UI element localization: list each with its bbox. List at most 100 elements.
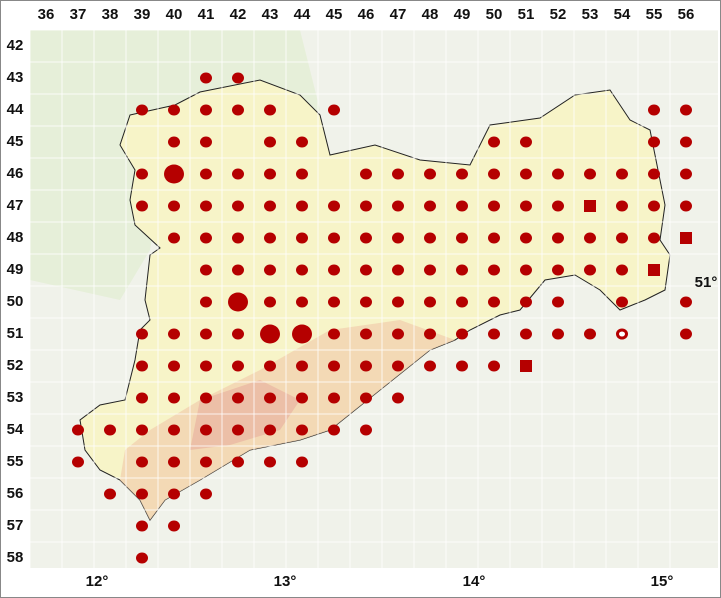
grid (29, 29, 718, 568)
record-dot (392, 328, 404, 340)
column-label: 43 (262, 6, 279, 23)
record-dot (232, 456, 244, 468)
labels: 36 37 38 39 40 41 42 43 44 45 46 47 48 49 50 51 52 53 54 55… (7, 6, 718, 590)
record-dot (264, 424, 276, 436)
row-label: 52 (7, 357, 24, 374)
record-dot (200, 136, 212, 148)
row-label: 56 (7, 485, 24, 502)
record-dot (296, 392, 308, 404)
record-dot (456, 360, 468, 372)
record-dot (200, 168, 212, 180)
record-dot (200, 200, 212, 212)
column-label: 38 (102, 6, 119, 23)
record-dot (328, 200, 340, 212)
record-dot (136, 360, 148, 372)
latitude-label: 51° (695, 274, 718, 291)
longitude-label: 14° (463, 573, 486, 590)
record-dot (552, 264, 564, 276)
record-dot (296, 136, 308, 148)
row-label: 54 (7, 421, 24, 438)
record-dot (296, 424, 308, 436)
longitude-label: 12° (86, 573, 109, 590)
column-label: 45 (326, 6, 343, 23)
record-dot (648, 104, 660, 116)
column-label: 56 (678, 6, 695, 23)
record-dot (456, 168, 468, 180)
record-dot (552, 168, 564, 180)
record-square (520, 360, 532, 372)
record-dot (360, 328, 372, 340)
record-dot (680, 136, 692, 148)
records (72, 72, 692, 564)
record-dot (488, 136, 500, 148)
record-dot (328, 104, 340, 116)
record-dot (168, 200, 180, 212)
record-dot (200, 360, 212, 372)
record-square (648, 264, 660, 276)
record-dot (328, 360, 340, 372)
record-dot (520, 328, 532, 340)
record-dot-large (260, 324, 280, 344)
row-label: 49 (7, 261, 24, 278)
record-dot (232, 360, 244, 372)
record-dot (264, 360, 276, 372)
record-dot (136, 552, 148, 564)
record-dot (232, 168, 244, 180)
column-label: 46 (358, 6, 375, 23)
record-dot (424, 264, 436, 276)
record-dot (584, 232, 596, 244)
record-dot (616, 200, 628, 212)
record-dot-large (164, 164, 184, 184)
record-dot (136, 392, 148, 404)
record-dot (328, 232, 340, 244)
record-dot (72, 424, 84, 436)
record-dot (328, 392, 340, 404)
record-dot (680, 104, 692, 116)
row-label: 46 (7, 165, 24, 182)
record-dot (488, 200, 500, 212)
record-dot (616, 264, 628, 276)
record-dot (264, 392, 276, 404)
record-dot (168, 328, 180, 340)
row-label: 55 (7, 453, 24, 470)
column-label: 48 (422, 6, 439, 23)
record-dot (360, 296, 372, 308)
record-dot (648, 168, 660, 180)
record-dot (392, 264, 404, 276)
record-dot (488, 168, 500, 180)
record-dot (424, 168, 436, 180)
record-dot-large (292, 324, 312, 344)
record-dot (552, 232, 564, 244)
column-label: 52 (550, 6, 567, 23)
longitude-label: 15° (651, 573, 674, 590)
record-dot (360, 232, 372, 244)
record-dot (584, 328, 596, 340)
column-label: 41 (198, 6, 215, 23)
column-label: 50 (486, 6, 503, 23)
record-dot (392, 392, 404, 404)
record-dot (520, 232, 532, 244)
record-dot (168, 392, 180, 404)
record-dot (456, 296, 468, 308)
record-dot (200, 488, 212, 500)
record-dot (264, 200, 276, 212)
row-label: 57 (7, 517, 24, 534)
record-dot (232, 72, 244, 84)
record-dot (232, 232, 244, 244)
record-dot (616, 232, 628, 244)
record-dot (488, 328, 500, 340)
record-dot (392, 296, 404, 308)
record-dot (136, 328, 148, 340)
record-dot (392, 232, 404, 244)
record-dot (520, 168, 532, 180)
record-dot (232, 424, 244, 436)
record-dot (168, 232, 180, 244)
record-dot (264, 104, 276, 116)
record-dot (392, 200, 404, 212)
record-dot (680, 328, 692, 340)
record-dot (264, 232, 276, 244)
longitude-label: 13° (274, 573, 297, 590)
column-label: 54 (614, 6, 631, 23)
record-dot (424, 232, 436, 244)
